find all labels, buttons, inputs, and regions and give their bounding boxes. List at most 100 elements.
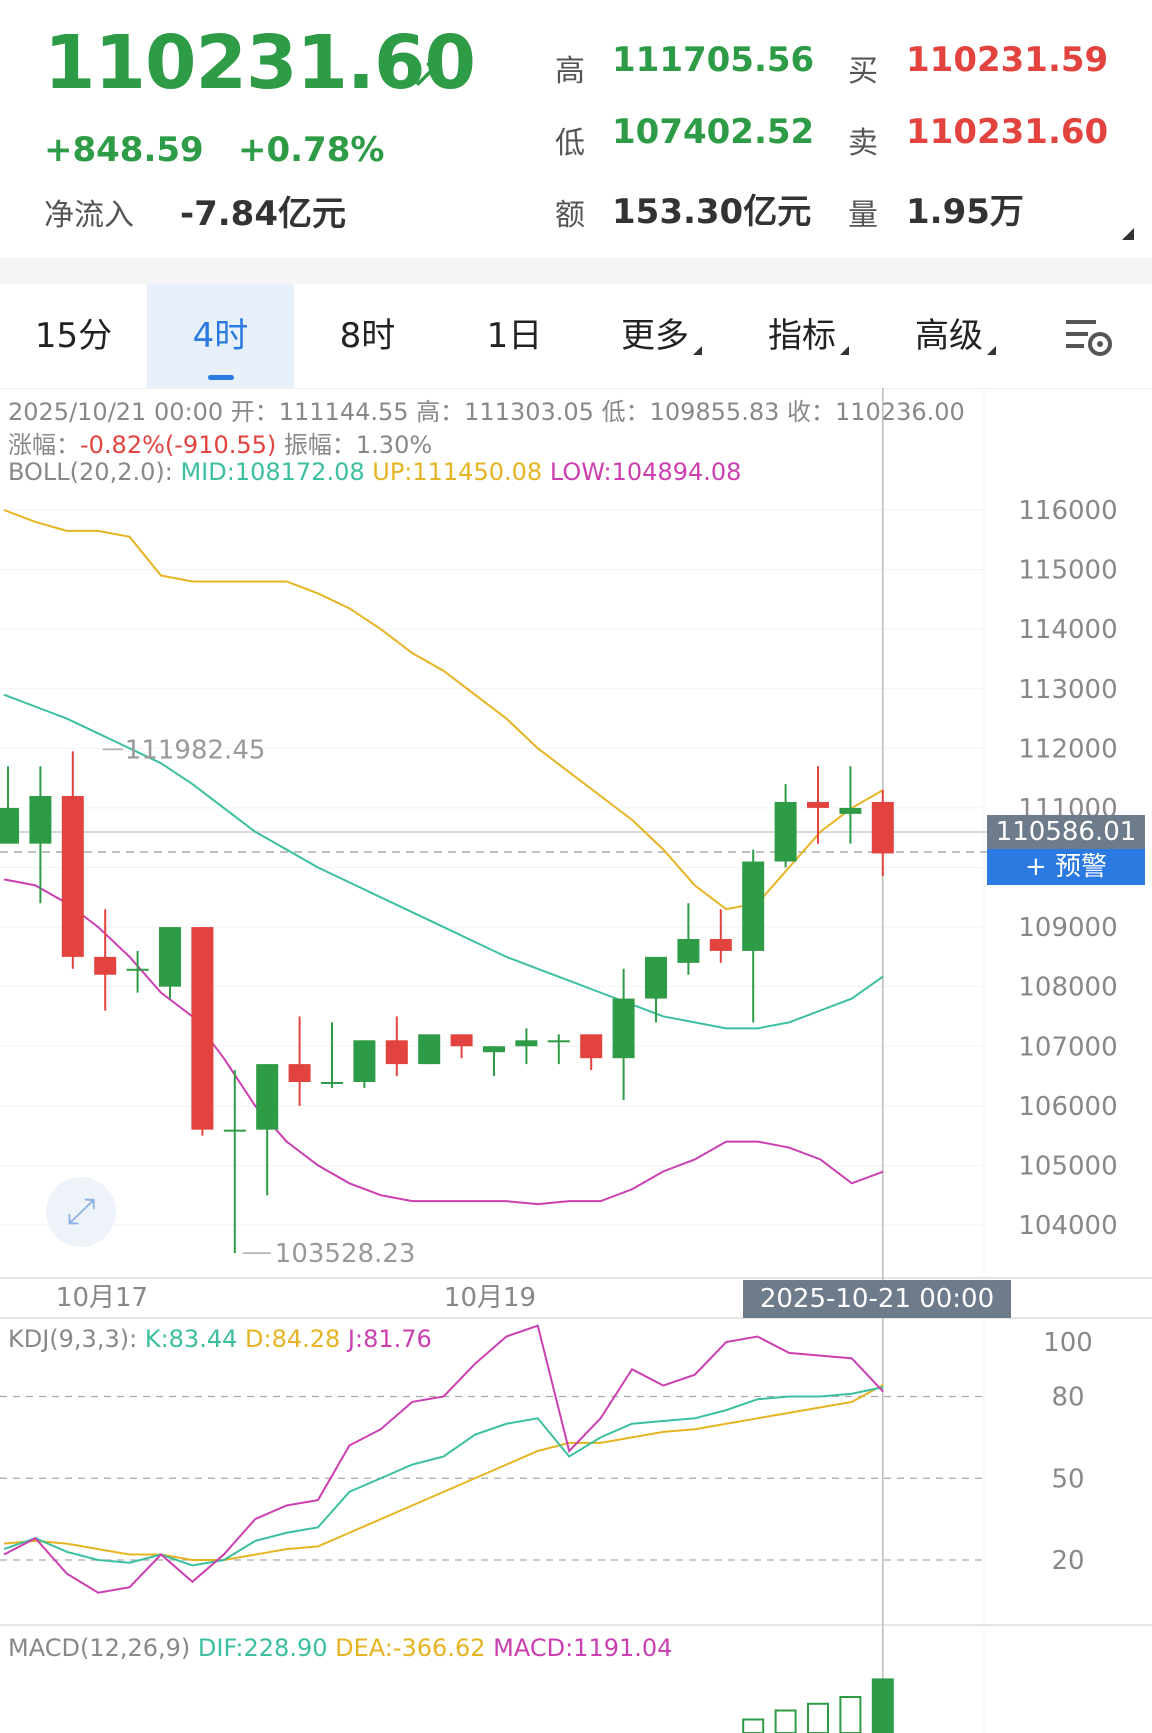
high-label: 高 [555,54,585,89]
sell-label: 卖 [848,126,878,161]
macd-value: MACD:1191.04 [493,1634,673,1662]
candle [321,1022,343,1088]
candle [29,766,52,904]
amplitude-label: 振幅： [283,431,356,459]
candle [612,968,635,1100]
boll-mid-line [3,693,884,1030]
candle-body [0,807,19,844]
high-value: 111705.56 [612,40,815,80]
tab-4h[interactable]: 4时 [147,284,294,388]
tab-indicators[interactable]: 指标 [735,284,882,388]
tab-label: 指标 [768,316,836,356]
price-axis-tick: 107000 [1018,1032,1117,1062]
candle-body [159,927,181,987]
price-axis-tick: 105000 [1018,1151,1117,1181]
tab-more[interactable]: 更多 [588,284,735,388]
macd-bar [807,1702,829,1733]
sell-value: 110231.60 [906,112,1109,152]
candle-body [483,1046,505,1053]
price-axis-tick: 113000 [1018,675,1117,705]
kdj-j-line [3,1324,884,1594]
tab-8h[interactable]: 8时 [294,284,441,388]
kdj-d: D:84.28 [245,1325,341,1353]
kdj-axis-tick: 80 [1051,1383,1084,1413]
macd-bar [871,1678,894,1733]
tab-label: 更多 [621,316,689,356]
price-axis-tick: 109000 [1018,913,1117,943]
candle [515,1028,538,1065]
price-axis-tick: 115000 [1018,556,1117,586]
candle-body [774,801,797,862]
dropdown-triangle-icon [987,346,996,355]
macd-label: MACD(12,26,9) [8,1634,191,1662]
price-axis-tick: 116000 [1018,496,1117,526]
candle-body [94,956,117,975]
candle [450,1034,473,1059]
candle-body [839,807,862,814]
candle-body [191,927,214,1130]
candle-body [612,998,635,1059]
boll-upper-line [3,509,884,911]
candle-body [256,1064,279,1130]
section-divider [0,258,1152,284]
price-axis-tick: 104000 [1018,1211,1117,1241]
candle [256,1064,279,1196]
macd-legend: MACD(12,26,9) DIF:228.90 DEA:-366.62 MAC… [8,1634,672,1662]
kdj-label: KDJ(9,3,3): [8,1325,138,1353]
kdj-k: K:83.44 [144,1325,238,1353]
price-change: +848.59 [44,130,204,170]
price-axis-tick: 114000 [1018,615,1117,645]
tab-label: 4时 [192,316,249,356]
candle-body [645,956,667,999]
kdj-j: J:81.76 [347,1325,432,1353]
amount-label: 额 [555,198,585,233]
candle-body [321,1082,343,1084]
candle-body [126,968,149,971]
expand-icon[interactable]: ⤢ [46,1177,116,1247]
candle [61,751,84,969]
quote-header: 110231.60 ↗ +848.59 +0.78% 净流入 -7.84亿元 高… [0,0,1152,258]
last-price: 110231.60 [44,20,476,106]
candle [223,1070,246,1254]
expand-header-icon[interactable] [1122,228,1134,240]
current-price-tag: 110586.01 [987,815,1145,849]
netflow-value: -7.84亿元 [180,194,346,234]
candle-body [418,1034,441,1065]
price-axis-tick: 112000 [1018,734,1117,764]
volume-label: 量 [848,198,878,233]
candle [645,956,667,1023]
tab-label: 15分 [34,316,113,356]
tab-label: 高级 [915,316,983,356]
candle-body [450,1034,473,1047]
kdj-axis-tick: 100 [1043,1328,1093,1358]
alert-button[interactable]: + 预警 [987,849,1145,885]
candle [94,909,117,1011]
candle-body [677,939,700,963]
macd-bar [742,1718,765,1733]
candle [839,766,862,844]
macd-bar [839,1696,862,1733]
period-tab-bar: 15分 4时 8时 1日 更多 指标 高级 [0,284,1152,389]
tab-1d[interactable]: 1日 [441,284,588,388]
dropdown-triangle-icon [840,346,849,355]
chart-settings-icon[interactable] [1040,284,1140,388]
volume-value: 1.95万 [906,192,1024,232]
candle-body [742,861,765,951]
boll-up: UP:111450.08 [372,458,543,486]
candle-body [29,796,52,844]
tab-label: 8时 [339,316,396,356]
low-label: 低 [555,126,585,161]
min-price-marker: 103528.23 [275,1239,416,1269]
macd-bar [774,1709,797,1733]
buy-value: 110231.59 [906,40,1109,80]
candle [547,1034,570,1065]
price-axis-tick: 108000 [1018,973,1117,1003]
tab-15min[interactable]: 15分 [0,284,147,388]
kdj-k-line [3,1386,884,1567]
current-price-badge[interactable]: 110586.01 + 预警 [987,815,1145,885]
candle-body [353,1040,376,1082]
candle [353,1040,376,1088]
candle [191,927,214,1136]
tab-advanced[interactable]: 高级 [882,284,1029,388]
